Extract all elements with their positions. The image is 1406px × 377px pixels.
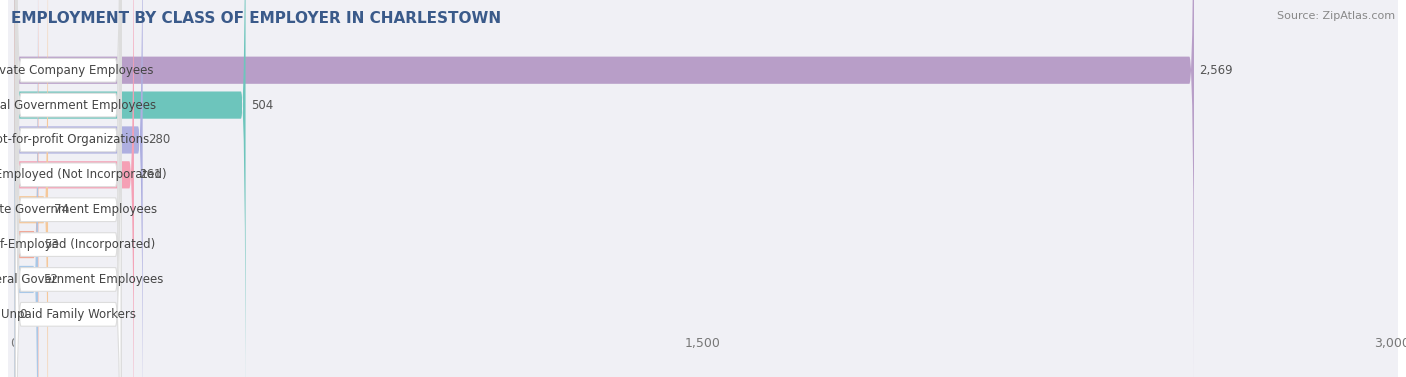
- FancyBboxPatch shape: [14, 0, 246, 377]
- FancyBboxPatch shape: [15, 0, 121, 377]
- FancyBboxPatch shape: [14, 0, 142, 377]
- Text: EMPLOYMENT BY CLASS OF EMPLOYER IN CHARLESTOWN: EMPLOYMENT BY CLASS OF EMPLOYER IN CHARL…: [11, 11, 502, 26]
- Text: State Government Employees: State Government Employees: [0, 203, 157, 216]
- Text: 504: 504: [252, 99, 273, 112]
- FancyBboxPatch shape: [14, 0, 134, 377]
- FancyBboxPatch shape: [8, 22, 1398, 377]
- Text: Self-Employed (Incorporated): Self-Employed (Incorporated): [0, 238, 155, 251]
- Text: 280: 280: [148, 133, 170, 146]
- Text: 2,569: 2,569: [1199, 64, 1233, 77]
- FancyBboxPatch shape: [8, 0, 1398, 377]
- Text: 0: 0: [20, 308, 27, 321]
- Text: 74: 74: [53, 203, 69, 216]
- FancyBboxPatch shape: [14, 0, 38, 377]
- FancyBboxPatch shape: [15, 0, 121, 377]
- Text: 53: 53: [44, 238, 59, 251]
- FancyBboxPatch shape: [8, 0, 1398, 377]
- Text: Source: ZipAtlas.com: Source: ZipAtlas.com: [1277, 11, 1395, 21]
- FancyBboxPatch shape: [14, 0, 1194, 377]
- Text: Unpaid Family Workers: Unpaid Family Workers: [1, 308, 136, 321]
- Text: Private Company Employees: Private Company Employees: [0, 64, 153, 77]
- Text: Local Government Employees: Local Government Employees: [0, 99, 156, 112]
- FancyBboxPatch shape: [15, 0, 121, 377]
- FancyBboxPatch shape: [8, 0, 1398, 377]
- FancyBboxPatch shape: [15, 0, 121, 377]
- FancyBboxPatch shape: [8, 0, 1398, 377]
- FancyBboxPatch shape: [8, 0, 1398, 363]
- Text: Federal Government Employees: Federal Government Employees: [0, 273, 163, 286]
- FancyBboxPatch shape: [14, 0, 48, 377]
- Text: Self-Employed (Not Incorporated): Self-Employed (Not Incorporated): [0, 169, 167, 181]
- Text: 52: 52: [44, 273, 58, 286]
- FancyBboxPatch shape: [15, 0, 121, 377]
- FancyBboxPatch shape: [8, 0, 1398, 377]
- FancyBboxPatch shape: [15, 0, 121, 377]
- Text: Not-for-profit Organizations: Not-for-profit Organizations: [0, 133, 149, 146]
- FancyBboxPatch shape: [8, 0, 1398, 377]
- Text: 261: 261: [139, 169, 162, 181]
- FancyBboxPatch shape: [15, 0, 121, 377]
- FancyBboxPatch shape: [14, 0, 38, 377]
- FancyBboxPatch shape: [15, 0, 121, 377]
